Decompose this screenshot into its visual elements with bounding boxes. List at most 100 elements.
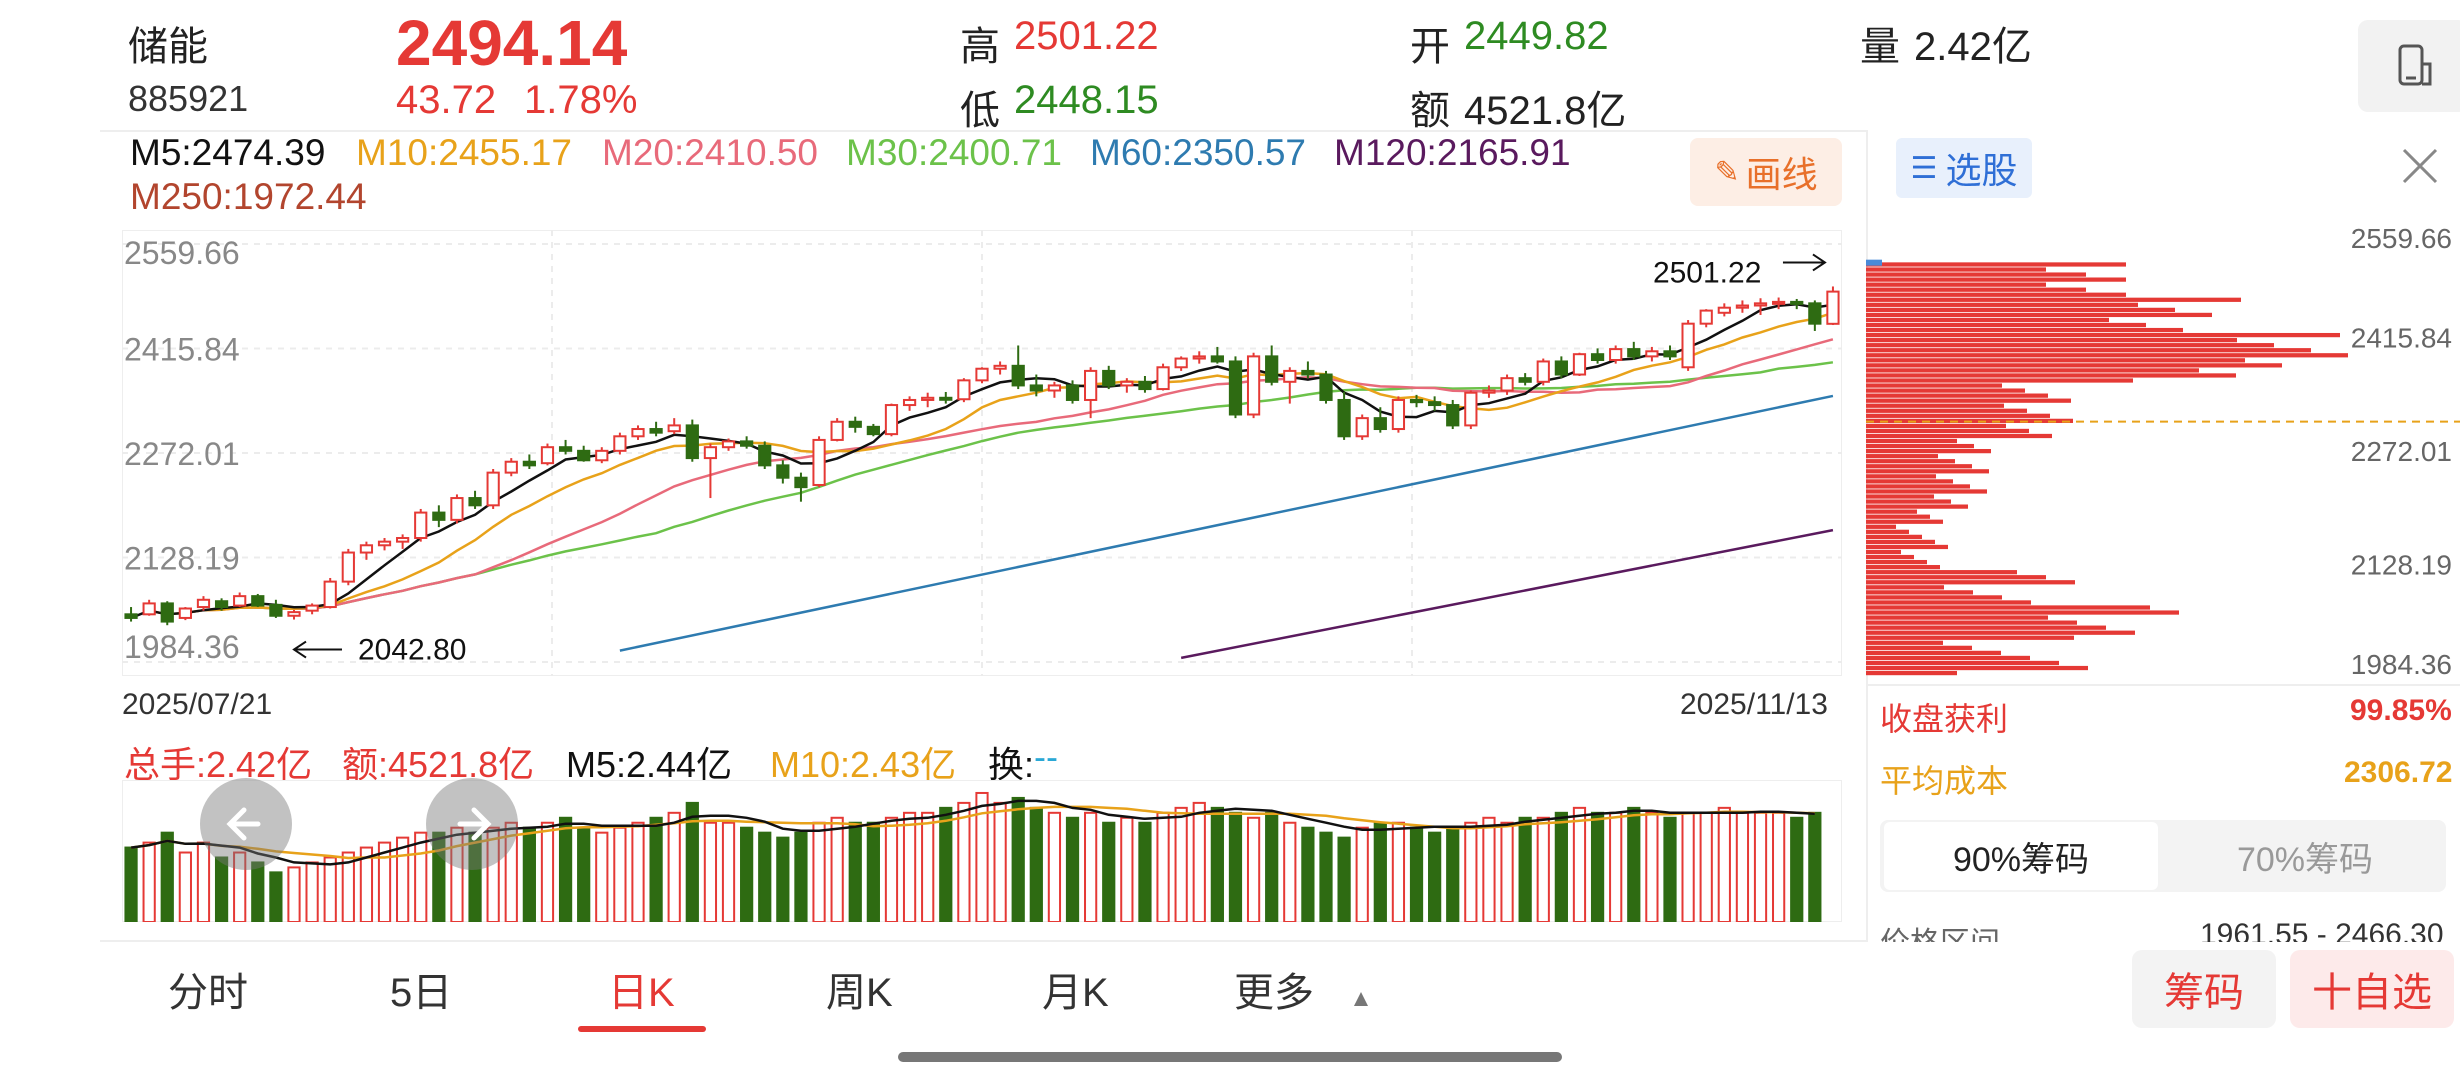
candle-body (1500, 377, 1514, 392)
scroll-left-button[interactable] (200, 778, 292, 870)
chip-bar (1866, 282, 2046, 287)
volume-bar (160, 831, 174, 922)
candle-body (1590, 353, 1605, 362)
chip-bar (1866, 645, 1972, 650)
ma30-line (239, 361, 1834, 611)
close-panel-button[interactable] (2394, 140, 2446, 192)
chip-bar (1866, 393, 2048, 398)
volume-bar (1572, 806, 1587, 922)
active-tab-indicator (578, 1026, 706, 1032)
candle-body (178, 607, 192, 619)
tab-intraday[interactable]: 分时 (168, 971, 248, 1015)
candle-body (1084, 369, 1098, 401)
volume-bar (1717, 806, 1731, 922)
chip-bar (1866, 610, 2179, 615)
candle-body (1518, 377, 1532, 383)
chip-bar (1866, 534, 1922, 539)
volume-bar (1554, 811, 1568, 922)
volume-bar (269, 871, 283, 922)
min-arrow-icon (292, 640, 342, 659)
candle-body (776, 464, 790, 479)
volume-bar (703, 821, 718, 922)
volume-bar (396, 836, 410, 922)
candle-body (1735, 304, 1750, 309)
chip-bar (1866, 443, 1974, 449)
candle-body (1753, 302, 1768, 307)
chip-bar (1866, 338, 2237, 343)
candle-body (595, 449, 609, 462)
chip-bar (1866, 559, 1927, 565)
open-label: 开 (1410, 25, 1450, 69)
candle-body (468, 497, 482, 507)
select-stock-button[interactable]: ☰ 选股 (1896, 138, 2032, 198)
candle-body (522, 460, 536, 467)
tab-5day[interactable]: 5日 (390, 971, 453, 1015)
turnover-value: -- (1034, 736, 1058, 777)
chip-bar (1866, 640, 1943, 645)
volume-bar (1065, 816, 1080, 922)
tab-weekly-k[interactable]: 周K (826, 971, 893, 1015)
candle-body (233, 595, 247, 607)
chip-bar (1866, 287, 2086, 292)
candle-body (1373, 417, 1387, 431)
candle-body (160, 602, 174, 623)
chip-bar (1866, 433, 2052, 439)
draw-line-button[interactable]: ✎ 画线 (1690, 138, 1842, 206)
chip-bar (1866, 464, 1972, 469)
add-watchlist-button[interactable]: 十自选 (2290, 950, 2454, 1028)
chip-bar (1866, 650, 2001, 656)
kline-chart[interactable]: 2559.66 2415.84 2272.01 2128.19 1984.36 2501.… (122, 230, 1842, 676)
chip-bar (1866, 519, 1943, 524)
chip-bar (1866, 570, 2017, 575)
candle-body (975, 367, 989, 382)
date-end: 2025/11/13 (1680, 688, 1828, 721)
current-price-marker (1866, 259, 1882, 266)
volume-bar (1102, 821, 1116, 922)
seg-70-button[interactable]: 70%筹码 (2236, 840, 2374, 879)
volume-bar (1319, 831, 1333, 922)
chip-bar (1866, 438, 1957, 444)
chip-bar (1866, 358, 2245, 363)
volume-bar (685, 801, 699, 922)
chip-bar (1866, 368, 2199, 373)
volume-bar (1337, 836, 1351, 922)
candle-body (558, 446, 573, 452)
amount-value: 4521.8亿 (1464, 89, 1627, 133)
candle-body (1355, 417, 1369, 438)
candle-body (1138, 380, 1152, 391)
candle-body (396, 537, 410, 543)
chip-bar (1866, 317, 2109, 323)
chip-bar (1866, 575, 2046, 580)
chips-button[interactable]: 筹码 (2132, 950, 2276, 1028)
volume-bar (233, 851, 247, 922)
volume-bar (522, 826, 536, 922)
volume-bar (1482, 816, 1496, 922)
landscape-toggle-button[interactable] (2358, 20, 2460, 112)
volume-bar (1084, 811, 1098, 922)
tab-monthly-k[interactable]: 月K (1042, 971, 1109, 1015)
tab-daily-k[interactable]: 日K (608, 971, 675, 1015)
chip-bar (1866, 524, 1896, 529)
high-value: 2501.22 (1014, 14, 1159, 58)
volume-m10: M10:2.43亿 (770, 744, 957, 785)
volume-chart (122, 780, 1842, 922)
chip-axis-label: 2415.84 (2351, 322, 2452, 353)
scroll-right-button[interactable] (426, 778, 518, 870)
draw-line-label: 画线 (1745, 154, 1818, 195)
volume-bar (1609, 811, 1623, 922)
candle-body (251, 595, 265, 607)
tab-more[interactable]: 更多 ▲ (1234, 960, 1373, 1018)
volume-bar (794, 831, 808, 922)
candle-body (631, 428, 645, 438)
candle-body (486, 471, 500, 507)
candle-body (1699, 309, 1713, 325)
volume-bar (1029, 806, 1043, 922)
candle-body (1391, 398, 1406, 431)
chip-bar (1866, 474, 1936, 479)
candle-body (450, 497, 464, 521)
stock-name: 储能 (128, 25, 208, 69)
candle-body (1464, 391, 1478, 427)
seg-90-button[interactable]: 90%筹码 (1884, 822, 2158, 890)
volume-bar (1156, 811, 1170, 922)
candle-body (1283, 369, 1297, 383)
